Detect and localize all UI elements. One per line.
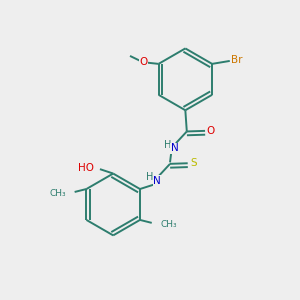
Text: O: O bbox=[207, 126, 215, 136]
Text: CH₃: CH₃ bbox=[49, 189, 66, 198]
Text: H: H bbox=[164, 140, 171, 150]
Text: CH₃: CH₃ bbox=[160, 220, 177, 229]
Text: N: N bbox=[153, 176, 161, 186]
Text: Br: Br bbox=[230, 55, 242, 65]
Text: H: H bbox=[146, 172, 153, 182]
Text: HO: HO bbox=[78, 163, 94, 173]
Text: O: O bbox=[139, 57, 147, 68]
Text: N: N bbox=[171, 143, 178, 153]
Text: S: S bbox=[190, 158, 197, 168]
